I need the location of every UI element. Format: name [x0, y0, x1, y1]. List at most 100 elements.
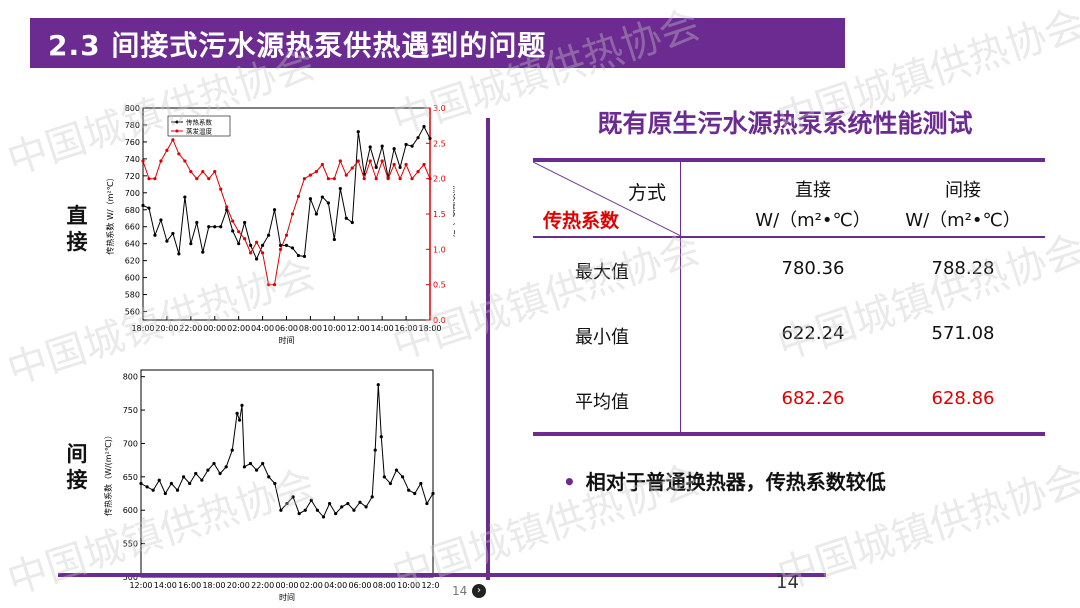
data-point: [302, 177, 307, 181]
row-min-label: 最小值: [575, 327, 629, 348]
row-avg-indirect: 628.86: [931, 388, 995, 409]
x-tick-label: 06:00: [275, 324, 298, 333]
y-tick-label: 780: [125, 121, 140, 130]
page-number: 14: [776, 572, 799, 593]
data-point: [188, 481, 192, 486]
row-max-direct: 780.36: [781, 258, 845, 279]
data-point: [350, 166, 354, 170]
col-direct: 直接: [795, 180, 831, 201]
x-tick-label: 04:00: [251, 324, 274, 333]
y-tick-label: 640: [125, 240, 140, 249]
y2-tick-label: 1.5: [433, 210, 446, 219]
y-tick-label: 700: [123, 439, 138, 448]
row-max-indirect: 788.28: [931, 258, 995, 279]
table-top-rule: [533, 158, 1045, 162]
y2-tick-label: 0.5: [433, 281, 446, 290]
data-point: [243, 220, 247, 225]
data-point: [212, 461, 216, 466]
data-point: [296, 253, 301, 258]
data-point: [326, 201, 330, 205]
data-point: [398, 165, 402, 169]
data-point: [358, 500, 362, 504]
x-tick-label: 08:00: [299, 324, 322, 333]
data-point: [416, 136, 420, 140]
data-point: [248, 461, 253, 466]
data-point: [370, 495, 374, 499]
y2-tick-label: 0.0: [433, 316, 446, 325]
y-tick-label: 650: [123, 473, 138, 482]
x-tick-label: 02:00: [300, 581, 323, 590]
data-point: [157, 478, 161, 482]
x-tick-label: 10:00: [397, 581, 420, 590]
x-tick-label: 02:00: [227, 324, 250, 333]
y-tick-label: 680: [125, 206, 140, 215]
legend-marker: [175, 129, 179, 133]
row-min-direct: 622.24: [781, 323, 845, 344]
data-point: [175, 488, 180, 492]
bullet-dot-icon: •: [563, 470, 576, 494]
data-point: [169, 481, 174, 486]
data-point: [284, 243, 289, 247]
data-point: [237, 242, 241, 246]
y2-tick-label: 1.0: [433, 245, 446, 254]
data-point: [419, 481, 423, 486]
data-point: [303, 508, 307, 512]
data-point: [266, 283, 271, 287]
data-point: [177, 152, 181, 156]
data-point: [242, 465, 247, 469]
data-point: [315, 508, 320, 512]
legend-entry: 蒸发温度: [186, 127, 213, 136]
indirect-label: 间 接: [66, 441, 88, 493]
y2-tick-label: 2.5: [433, 139, 446, 148]
data-point: [163, 491, 167, 496]
data-point: [380, 144, 384, 148]
data-point: [177, 252, 181, 256]
y-tick-label: 560: [125, 308, 140, 317]
y-tick-label: 750: [123, 406, 138, 415]
table-diagonal: [533, 162, 681, 236]
data-point: [147, 177, 151, 181]
data-point: [346, 501, 350, 506]
col-indirect: 间接: [945, 180, 981, 201]
data-point: [428, 177, 432, 181]
data-point: [332, 237, 336, 242]
data-point: [195, 220, 199, 225]
data-point: [410, 177, 414, 181]
vertical-divider: [486, 118, 490, 580]
footer-divider: [58, 573, 826, 577]
data-point: [302, 254, 307, 258]
y-tick-label: 760: [125, 138, 140, 147]
next-slide-icon[interactable]: ›: [472, 584, 486, 598]
y-tick-label: 720: [125, 172, 140, 181]
data-point: [308, 173, 313, 177]
data-point: [243, 237, 247, 241]
data-point: [207, 177, 211, 181]
data-point: [379, 435, 383, 439]
data-point: [141, 203, 145, 208]
data-point: [213, 225, 217, 229]
x-tick-label: 22:00: [251, 581, 274, 590]
data-point: [218, 471, 222, 476]
data-point: [181, 475, 186, 479]
x-tick-label: 20:00: [227, 581, 250, 590]
data-point: [410, 144, 414, 148]
data-point: [219, 225, 223, 229]
x-tick-label: 00:00: [203, 324, 226, 333]
data-point: [278, 247, 283, 251]
data-point: [231, 229, 235, 233]
data-point: [373, 448, 377, 452]
data-point: [291, 495, 295, 499]
data-point: [340, 505, 344, 509]
data-point: [368, 145, 372, 149]
data-point: [267, 475, 271, 479]
direct-label: 直 接: [66, 203, 88, 255]
data-point: [356, 159, 360, 163]
x-tick-label: 10:00: [323, 324, 346, 333]
data-point: [195, 177, 199, 181]
data-point: [237, 418, 242, 422]
x-tick-label: 12:00: [347, 324, 370, 333]
x-tick-label: 18:00: [202, 581, 225, 590]
data-point: [225, 205, 229, 209]
data-point: [334, 511, 338, 516]
page-title: 2.3 间接式污水源热泵供热遇到的问题: [48, 29, 547, 62]
